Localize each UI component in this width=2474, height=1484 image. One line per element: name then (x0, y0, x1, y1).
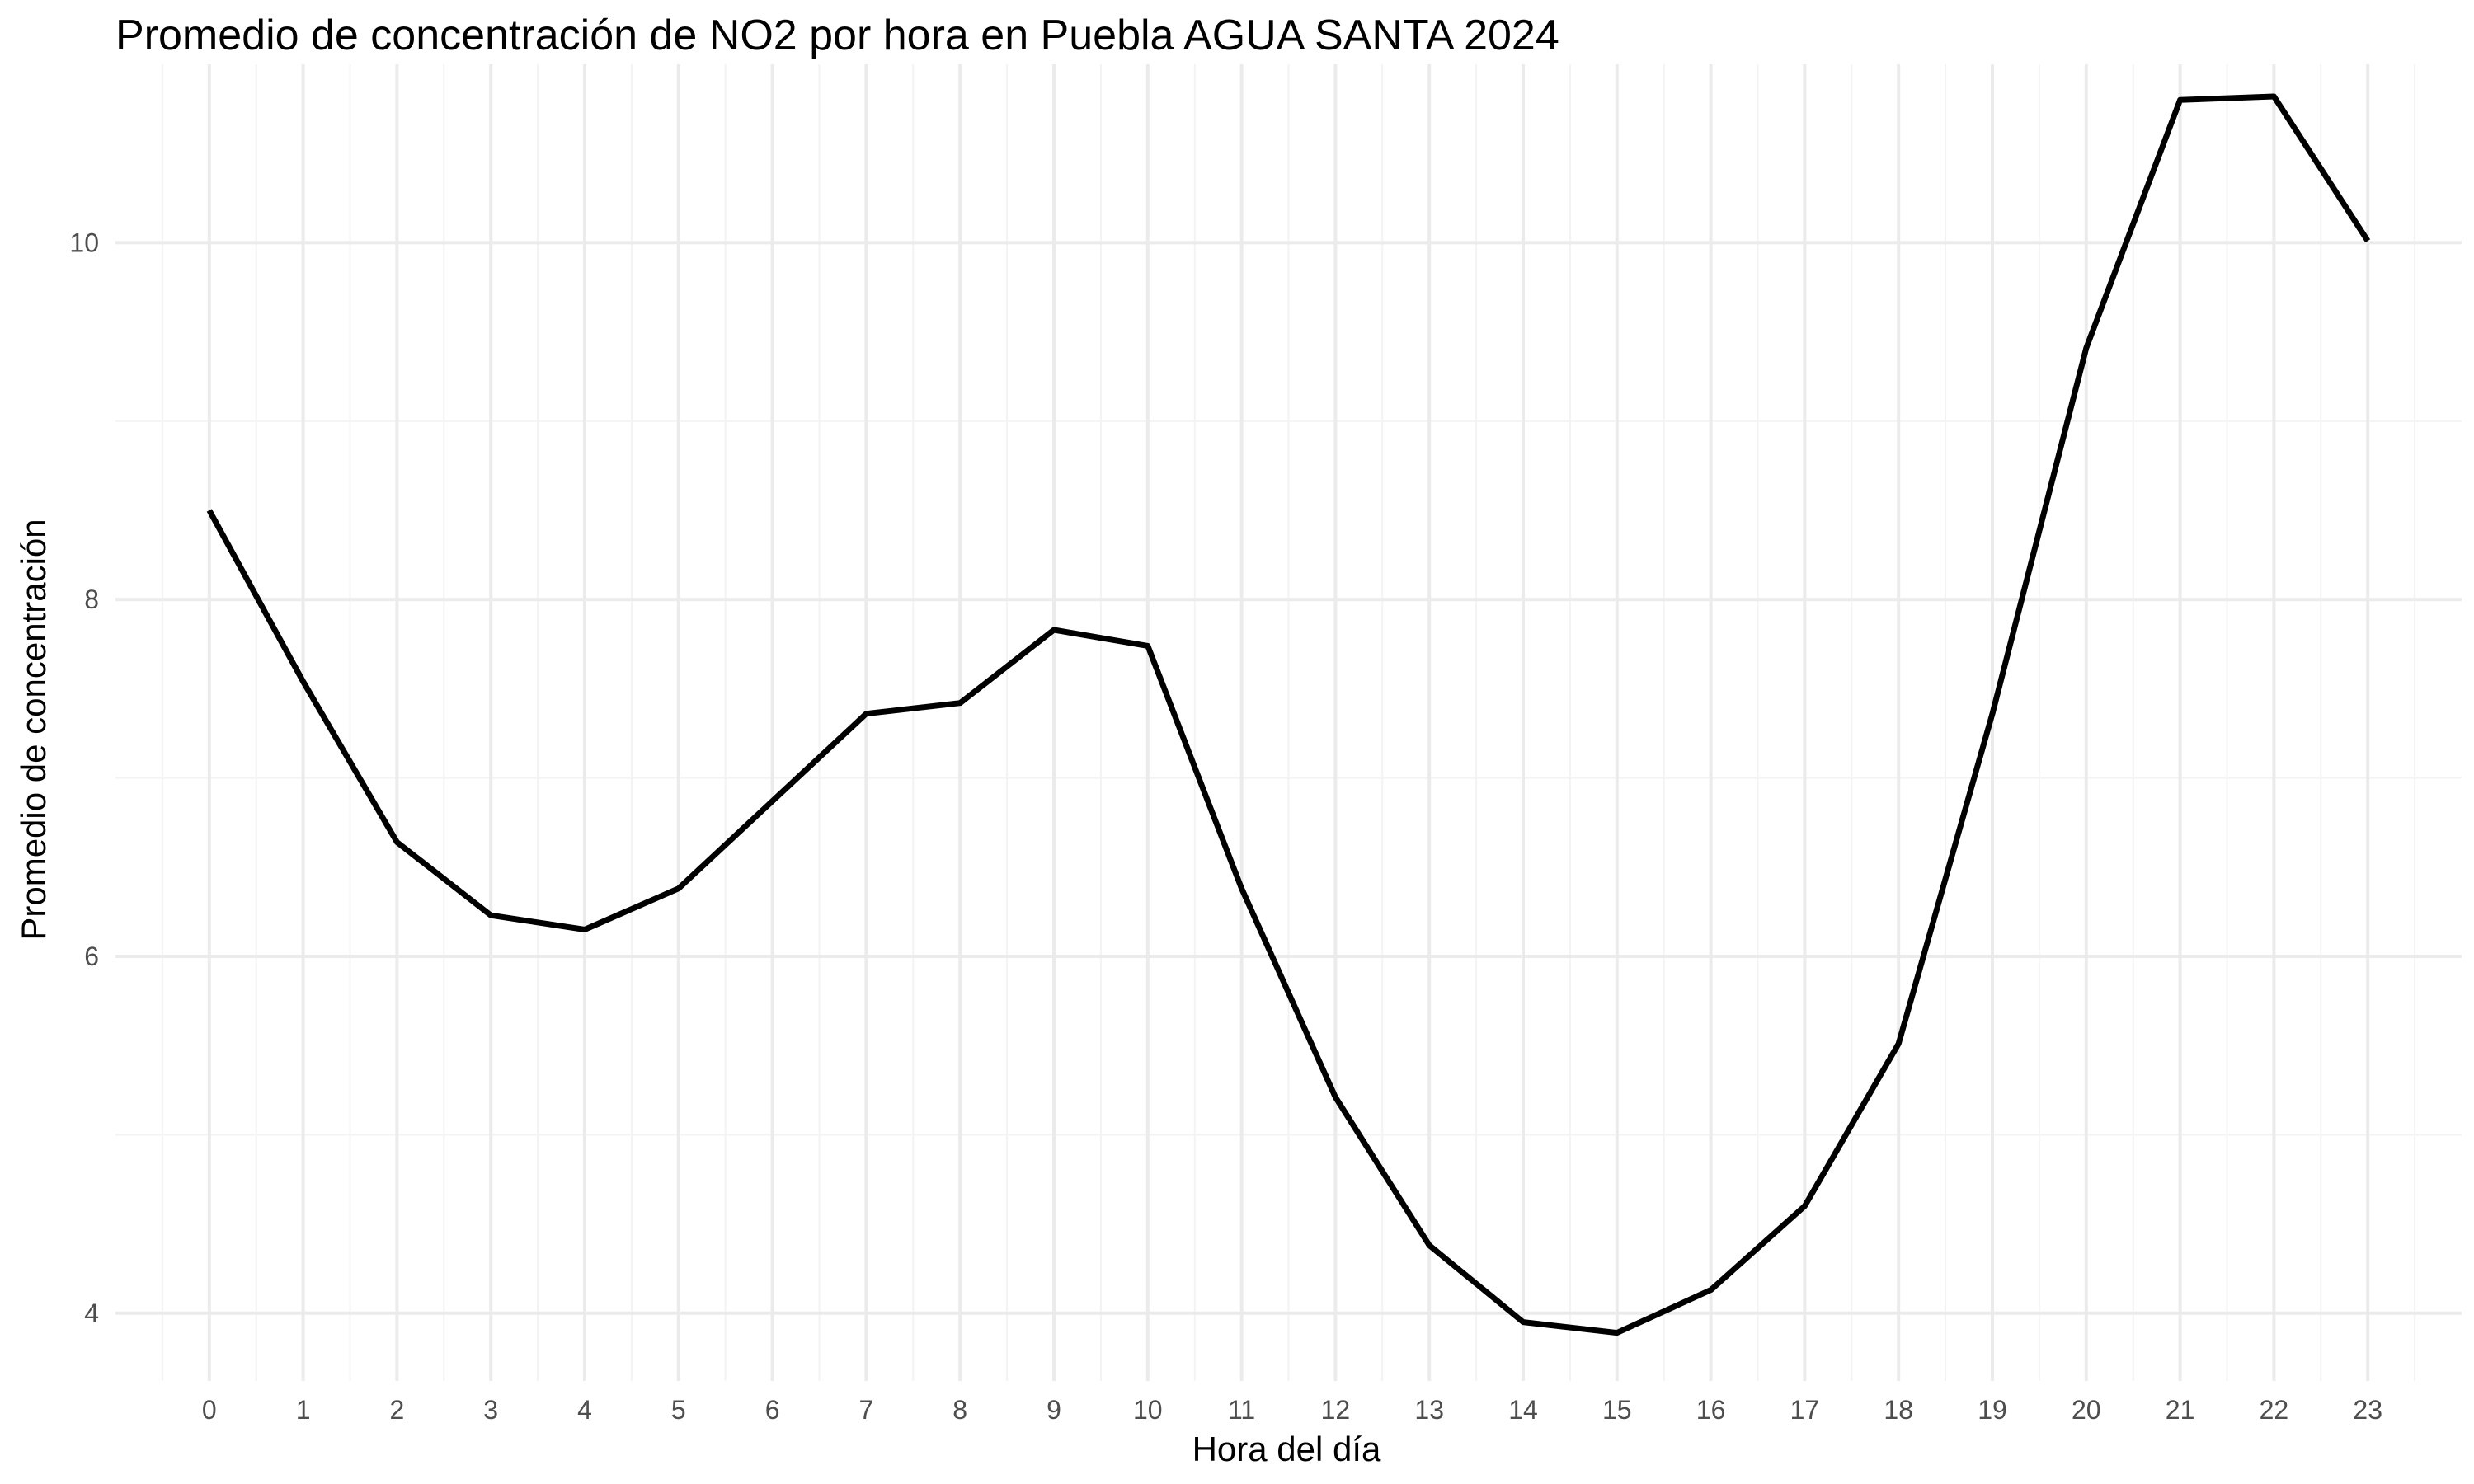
x-tick-label: 18 (1884, 1395, 1913, 1425)
x-tick-label: 3 (483, 1395, 498, 1425)
x-tick-label: 8 (952, 1395, 967, 1425)
x-axis-ticks: 0 1 2 3 4 5 6 7 8 9 10 11 12 13 14 15 16 17 18 19 20 21 22 23 (202, 1395, 2382, 1425)
y-tick-label: 10 (69, 228, 99, 257)
series-line (206, 93, 2371, 1336)
grid (115, 64, 2462, 1381)
x-tick-label: 16 (1696, 1395, 1726, 1425)
x-tick-label: 14 (1508, 1395, 1538, 1425)
x-tick-label: 15 (1602, 1395, 1632, 1425)
x-tick-label: 2 (390, 1395, 405, 1425)
y-tick-label: 6 (84, 942, 99, 971)
y-axis-title: Promedio de concentración (14, 519, 53, 940)
x-tick-label: 5 (671, 1395, 686, 1425)
x-tick-label: 10 (1133, 1395, 1163, 1425)
x-tick-label: 0 (202, 1395, 217, 1425)
x-tick-label: 9 (1047, 1395, 1061, 1425)
x-tick-label: 11 (1228, 1395, 1255, 1425)
x-tick-label: 6 (765, 1395, 780, 1425)
x-tick-label: 21 (2166, 1395, 2195, 1425)
chart-title: Promedio de concentración de NO2 por hor… (115, 12, 1559, 59)
x-tick-label: 13 (1414, 1395, 1444, 1425)
x-tick-label: 12 (1321, 1395, 1351, 1425)
x-tick-label: 20 (2072, 1395, 2101, 1425)
x-tick-label: 4 (577, 1395, 592, 1425)
x-tick-label: 23 (2353, 1395, 2382, 1425)
x-tick-label: 19 (1978, 1395, 2007, 1425)
y-tick-label: 8 (84, 585, 99, 614)
x-axis-title: Hora del día (1192, 1430, 1381, 1468)
x-tick-label: 22 (2260, 1395, 2289, 1425)
x-tick-label: 7 (859, 1395, 874, 1425)
x-tick-label: 1 (296, 1395, 311, 1425)
x-tick-label: 17 (1790, 1395, 1820, 1425)
y-tick-label: 4 (84, 1298, 99, 1328)
y-axis-ticks: 4 6 8 10 (69, 228, 99, 1327)
